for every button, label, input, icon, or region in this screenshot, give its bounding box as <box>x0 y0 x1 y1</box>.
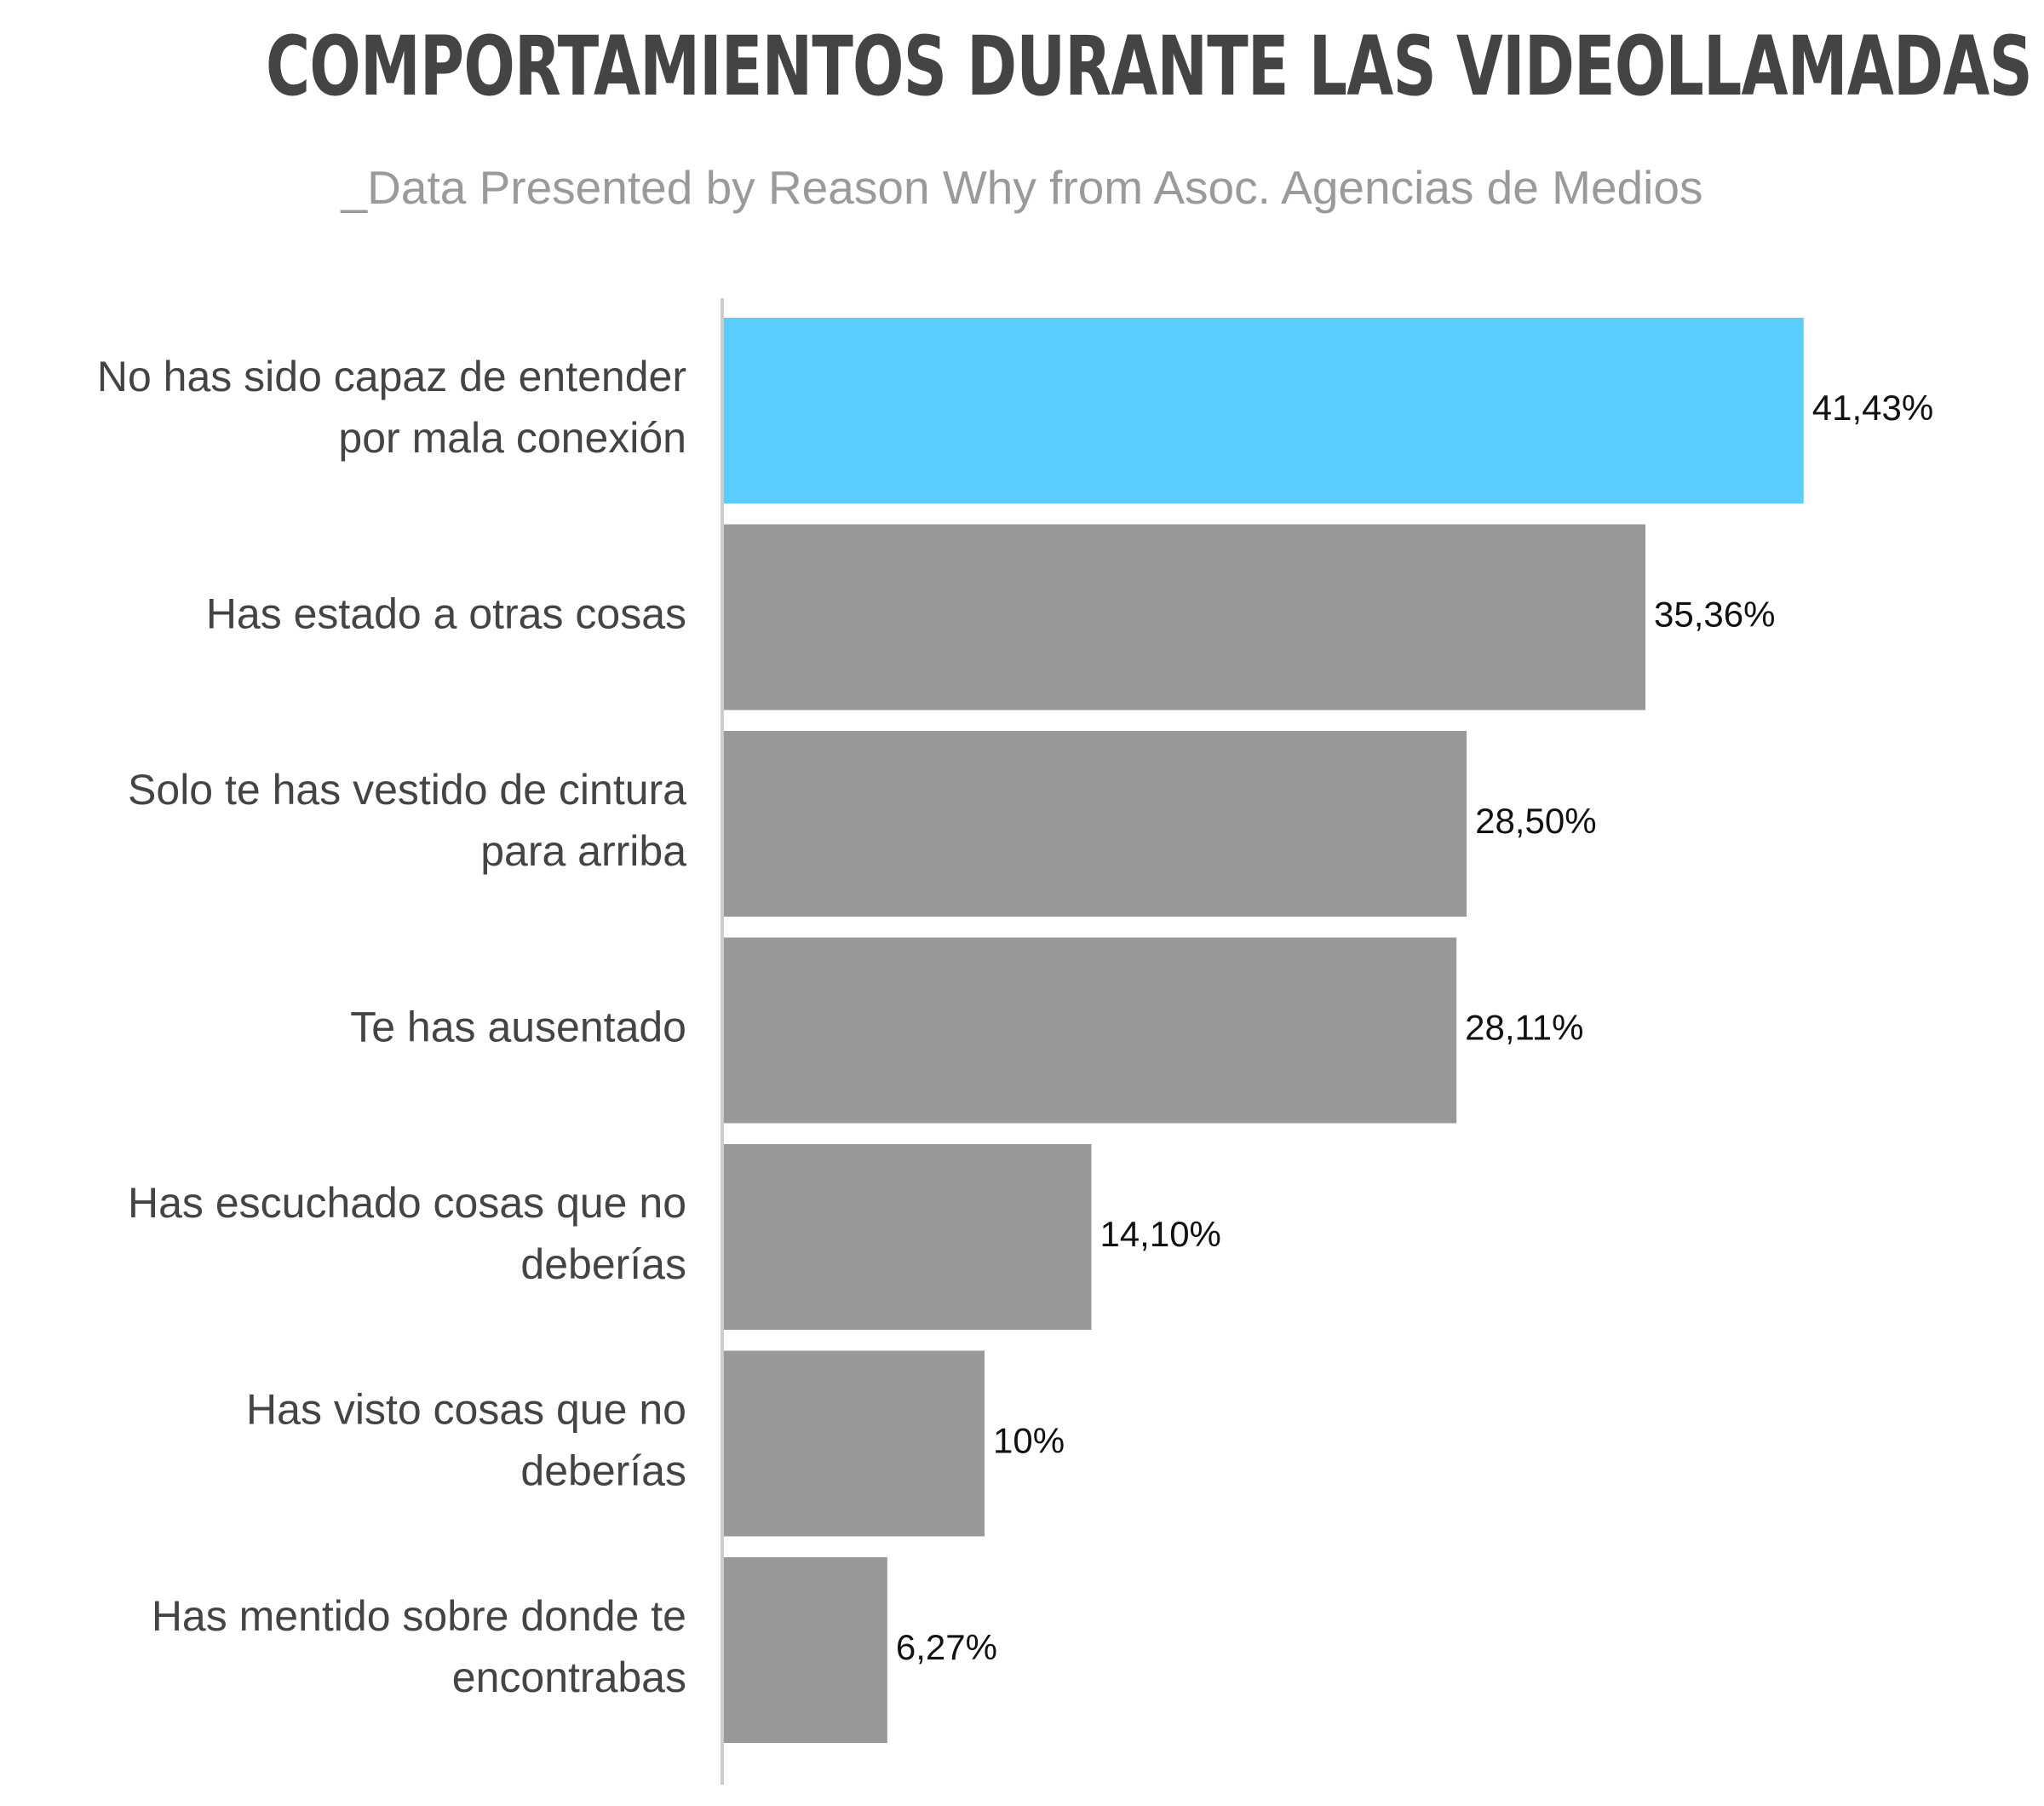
bar-5 <box>724 1350 985 1537</box>
category-label-3-line-0: Te has ausentado <box>350 1004 686 1051</box>
category-label-6-line-1: encontrabas <box>452 1654 686 1701</box>
category-label-2-line-1: para arriba <box>480 827 686 875</box>
chart-subtitle: _Data Presented by Reason Why from Asoc.… <box>341 161 1703 214</box>
category-label-4-line-0: Has escuchado cosas que no <box>128 1179 686 1227</box>
category-label-2-line-0: Solo te has vestido de cintura <box>128 766 686 814</box>
value-label-3: 28,11% <box>1465 1008 1583 1048</box>
bar-1 <box>724 524 1646 710</box>
bar-6 <box>724 1557 887 1743</box>
category-label-4-line-1: deberías <box>520 1240 686 1288</box>
category-label-5-line-0: Has visto cosas que no <box>246 1386 686 1434</box>
category-label-0-line-1: por mala conexión <box>338 414 686 462</box>
bar-2 <box>724 731 1467 917</box>
category-label-6-line-0: Has mentido sobre donde te <box>152 1592 686 1640</box>
value-label-1: 35,36% <box>1654 595 1775 635</box>
value-label-6: 6,27% <box>896 1627 997 1667</box>
bar-4 <box>724 1144 1092 1330</box>
labels-layer: 41,43% No has sido capaz de entender por m… <box>97 353 1933 1701</box>
value-label-0: 41,43% <box>1812 388 1933 428</box>
bars-layer <box>724 318 1804 1743</box>
category-label-1-line-0: Has estado a otras cosas <box>206 590 686 638</box>
value-label-2: 28,50% <box>1475 801 1596 841</box>
category-label-0-line-0: No has sido capaz de entender <box>97 353 686 400</box>
bar-3 <box>724 937 1457 1124</box>
value-label-5: 10% <box>993 1421 1065 1461</box>
chart-title: COMPORTAMIENTOS DURANTE LAS VIDEOLLAMADA… <box>266 19 2033 114</box>
bar-0 <box>724 318 1804 503</box>
value-label-4: 14,10% <box>1100 1214 1220 1254</box>
category-label-5-line-1: deberías <box>520 1447 686 1495</box>
